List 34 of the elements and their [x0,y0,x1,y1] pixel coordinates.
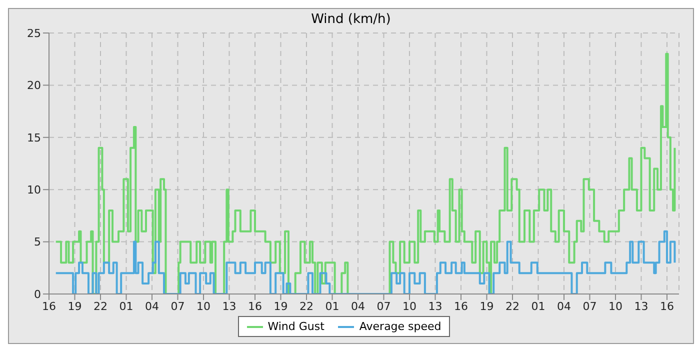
x-tick-label: 19 [68,300,82,313]
legend-label: Wind Gust [266,320,324,333]
x-tick-label: 13 [222,300,236,313]
x-tick-label: 10 [402,300,416,313]
y-tick-label: 10 [27,184,41,197]
x-tick-label: 04 [556,300,571,313]
x-tick-label: 07 [582,300,597,313]
x-tick-label: 19 [480,300,494,313]
x-tick-label: 01 [325,300,340,313]
y-tick-label: 5 [34,236,41,249]
x-tick-label: 10 [608,300,622,313]
x-tick-label: 07 [376,300,391,313]
x-tick-label: 04 [350,300,365,313]
x-tick-label: 16 [42,300,56,313]
x-tick-label: 22 [94,300,108,313]
x-tick-label: 01 [531,300,546,313]
x-tick-label: 13 [428,300,442,313]
x-tick-label: 01 [119,300,134,313]
x-tick-label: 10 [196,300,210,313]
x-tick-label: 16 [660,300,674,313]
y-tick-label: 25 [27,26,41,40]
x-tick-label: 22 [505,300,520,313]
x-tick-label: 07 [170,300,185,313]
x-tick-label: 16 [248,300,262,313]
legend-label: Average speed [358,320,442,333]
y-tick-label: 0 [34,288,41,301]
y-tick-label: 20 [27,79,41,92]
x-tick-label: 22 [299,300,314,313]
x-tick-label: 13 [634,300,648,313]
x-tick-label: 04 [144,300,159,313]
x-tick-label: 19 [274,300,288,313]
chart-title: Wind (km/h) [311,12,391,27]
x-tick-label: 16 [454,300,468,313]
y-tick-label: 15 [27,131,41,144]
